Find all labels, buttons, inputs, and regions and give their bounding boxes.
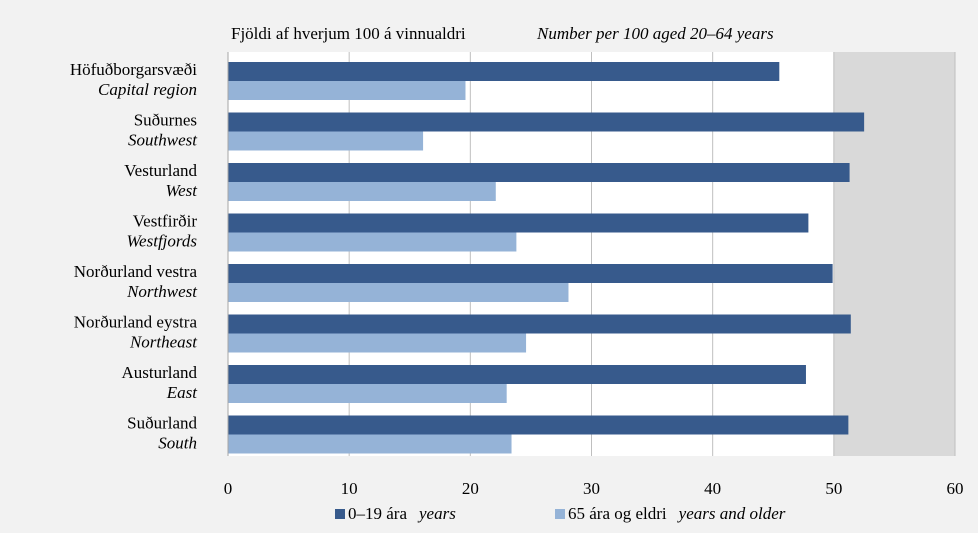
legend-translation: years xyxy=(417,504,456,523)
category-translation: Southwest xyxy=(128,130,198,149)
bar xyxy=(228,213,809,233)
category-translation: Northeast xyxy=(129,332,198,351)
bar xyxy=(228,333,527,353)
x-tick-label: 10 xyxy=(341,479,358,498)
category-label: Suðurnes xyxy=(134,110,197,129)
bar xyxy=(228,62,780,81)
x-tick-label: 50 xyxy=(825,479,842,498)
x-tick-label: 20 xyxy=(462,479,479,498)
category-translation: East xyxy=(166,383,199,402)
category-label: Vestfirðir xyxy=(133,211,198,230)
x-tick-label: 0 xyxy=(224,479,233,498)
legend-label: 65 ára og eldri xyxy=(568,504,667,523)
x-tick-label: 30 xyxy=(583,479,600,498)
category-label: Norðurland vestra xyxy=(74,262,198,281)
legend-swatch xyxy=(335,509,345,519)
bar xyxy=(228,365,806,384)
bar xyxy=(228,264,833,283)
x-tick-label: 40 xyxy=(704,479,721,498)
category-label: Suðurland xyxy=(127,413,197,432)
bar xyxy=(228,283,569,302)
category-translation: Capital region xyxy=(98,80,197,99)
bar xyxy=(228,163,850,182)
chart-title: Fjöldi af hverjum 100 á vinnualdri xyxy=(231,24,466,43)
legend-translation: years and older xyxy=(677,504,786,523)
category-translation: Westfjords xyxy=(126,231,197,250)
category-label: Austurland xyxy=(121,363,197,382)
category-translation: South xyxy=(158,433,197,452)
bar xyxy=(228,384,507,403)
bar xyxy=(228,434,512,454)
legend-label: 0–19 ára xyxy=(348,504,407,523)
category-label: Vesturland xyxy=(124,161,197,180)
legend-swatch xyxy=(555,509,565,519)
category-label: Höfuðborgarsvæði xyxy=(70,60,197,79)
category-translation: Northwest xyxy=(126,282,198,301)
category-label: Norðurland eystra xyxy=(74,312,198,331)
bar xyxy=(228,112,865,132)
x-tick-label: 60 xyxy=(947,479,964,498)
bar xyxy=(228,131,424,151)
bar xyxy=(228,81,466,100)
bar xyxy=(228,415,849,435)
bar xyxy=(228,182,496,201)
category-translation: West xyxy=(166,181,199,200)
bar xyxy=(228,314,851,334)
bar xyxy=(228,232,517,252)
chart-subtitle: Number per 100 aged 20–64 years xyxy=(536,24,774,43)
